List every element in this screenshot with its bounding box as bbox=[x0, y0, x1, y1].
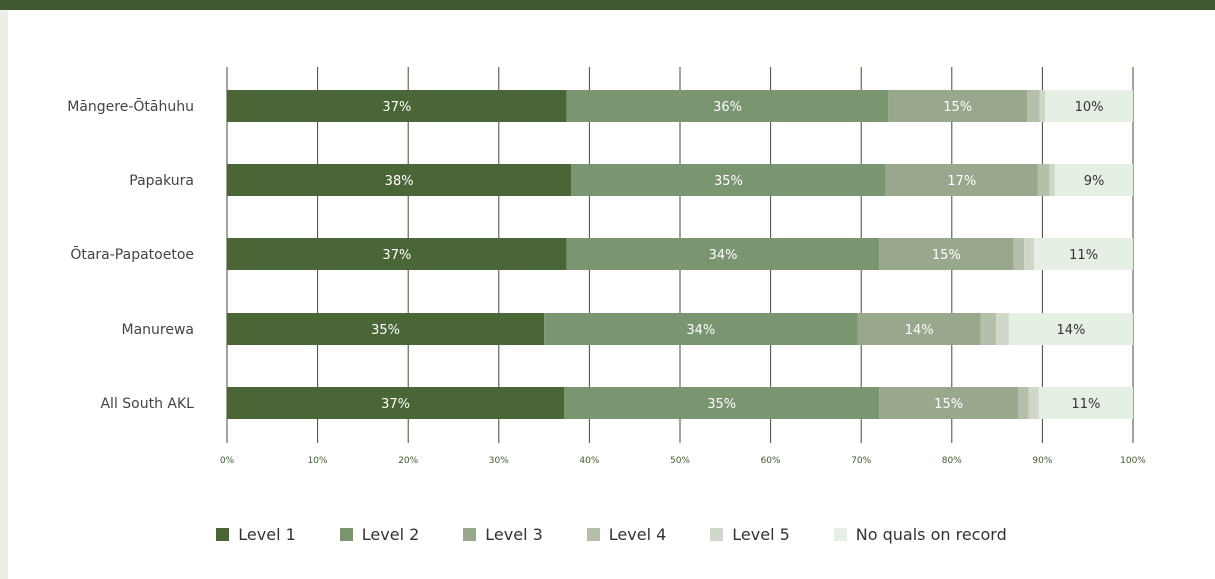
legend-item: Level 1 bbox=[216, 525, 296, 544]
category-label: Māngere-Ōtāhuhu bbox=[67, 98, 194, 115]
legend-item: Level 4 bbox=[586, 524, 667, 544]
bar-segment bbox=[1008, 313, 1133, 345]
x-tick-label: 40% bbox=[579, 456, 599, 466]
bar-segment bbox=[1017, 387, 1029, 419]
x-tick-label: 100% bbox=[1120, 456, 1146, 466]
data-label: 15% bbox=[934, 397, 963, 412]
data-label: 34% bbox=[686, 323, 715, 338]
bar-segment bbox=[879, 387, 1018, 419]
bar-segment bbox=[544, 313, 858, 345]
data-label: 37% bbox=[381, 397, 410, 412]
data-label: 11% bbox=[1069, 248, 1098, 263]
category-label: All South AKL bbox=[100, 396, 194, 412]
x-tick-label: 60% bbox=[761, 456, 781, 466]
data-label: 15% bbox=[932, 248, 961, 263]
legend-item: Level 5 bbox=[710, 525, 790, 544]
bar-segment bbox=[571, 164, 886, 196]
data-label: 35% bbox=[707, 397, 736, 412]
data-label: 38% bbox=[385, 174, 414, 189]
bar-segment bbox=[980, 313, 997, 345]
bar-segment bbox=[888, 90, 1027, 122]
bar-segment bbox=[227, 164, 572, 196]
bar-segment bbox=[1034, 238, 1133, 270]
data-label: 11% bbox=[1071, 397, 1100, 412]
x-tick-label: 20% bbox=[398, 456, 418, 466]
x-tick-label: 10% bbox=[308, 456, 328, 466]
category-label: Papakura bbox=[129, 173, 194, 189]
bar-segment bbox=[227, 238, 567, 270]
bar-segment bbox=[1038, 387, 1133, 419]
legend-label: Level 5 bbox=[732, 524, 790, 544]
bar-segment bbox=[564, 387, 880, 419]
data-label: 9% bbox=[1084, 174, 1105, 189]
bar-segment bbox=[1039, 90, 1046, 122]
legend-swatch bbox=[216, 527, 230, 541]
bar-segment bbox=[885, 164, 1038, 196]
data-label: 14% bbox=[905, 323, 934, 338]
bar-segment bbox=[227, 90, 567, 122]
data-label: 10% bbox=[1075, 100, 1104, 115]
data-label: 36% bbox=[713, 100, 742, 115]
legend-label: Level 4 bbox=[608, 524, 667, 544]
bar-segment bbox=[879, 238, 1014, 270]
bar-segment bbox=[1045, 90, 1133, 122]
legend-item: Level 2 bbox=[339, 524, 420, 544]
x-tick-label: 80% bbox=[942, 456, 962, 466]
stacked-bar-chart: Māngere-Ōtāhuhu 37% 36% 15% 10% Papakura 38% 35… bbox=[67, 67, 1146, 466]
header-bar bbox=[0, 0, 1215, 10]
legend-swatch bbox=[339, 527, 353, 541]
data-label: 35% bbox=[714, 174, 743, 189]
bar-segment bbox=[227, 387, 565, 419]
x-tick-label: 90% bbox=[1032, 456, 1052, 466]
legend-swatch bbox=[463, 527, 477, 541]
legend-label: Level 1 bbox=[238, 524, 296, 544]
data-label: 17% bbox=[947, 174, 976, 189]
bar-segment bbox=[1013, 238, 1025, 270]
category-label: Ōtara-Papatoetoe bbox=[70, 246, 194, 263]
bar-segment bbox=[857, 313, 981, 345]
bar-segment bbox=[1055, 164, 1133, 196]
chart-panel: Māngere-Ōtāhuhu 37% 36% 15% 10% Papakura 38% 35… bbox=[8, 10, 1215, 579]
legend-label: Level 2 bbox=[361, 524, 420, 544]
chart-legend: Level 1 Level 2 Level 3 Level 4 Level 5 No qu… bbox=[8, 514, 1215, 554]
x-tick-label: 50% bbox=[670, 456, 690, 466]
x-tick-label: 30% bbox=[489, 456, 509, 466]
data-label: 35% bbox=[371, 323, 400, 338]
legend-label: No quals on record bbox=[855, 524, 1007, 544]
data-label: 37% bbox=[382, 100, 411, 115]
category-label: Manurewa bbox=[122, 322, 195, 338]
bar-segment bbox=[1049, 164, 1056, 196]
legend-item: No quals on record bbox=[833, 524, 1007, 544]
bar-segment bbox=[996, 313, 1009, 345]
data-label: 15% bbox=[943, 100, 972, 115]
data-label: 14% bbox=[1056, 323, 1085, 338]
legend-swatch bbox=[833, 527, 847, 541]
legend-label: Level 3 bbox=[485, 524, 543, 544]
legend-swatch bbox=[586, 527, 600, 541]
bar-segment bbox=[566, 238, 880, 270]
bar-segment bbox=[566, 90, 889, 122]
bar-segment bbox=[1026, 90, 1040, 122]
bar-segment bbox=[1028, 387, 1039, 419]
bar-segment bbox=[1037, 164, 1050, 196]
x-tick-label: 0% bbox=[220, 456, 235, 466]
bar-segment bbox=[227, 313, 545, 345]
legend-item: Level 3 bbox=[463, 525, 543, 544]
legend-swatch bbox=[710, 527, 724, 541]
data-label: 34% bbox=[709, 248, 738, 263]
bar-segment bbox=[1024, 238, 1035, 270]
data-label: 37% bbox=[382, 248, 411, 263]
x-tick-label: 70% bbox=[851, 456, 871, 466]
